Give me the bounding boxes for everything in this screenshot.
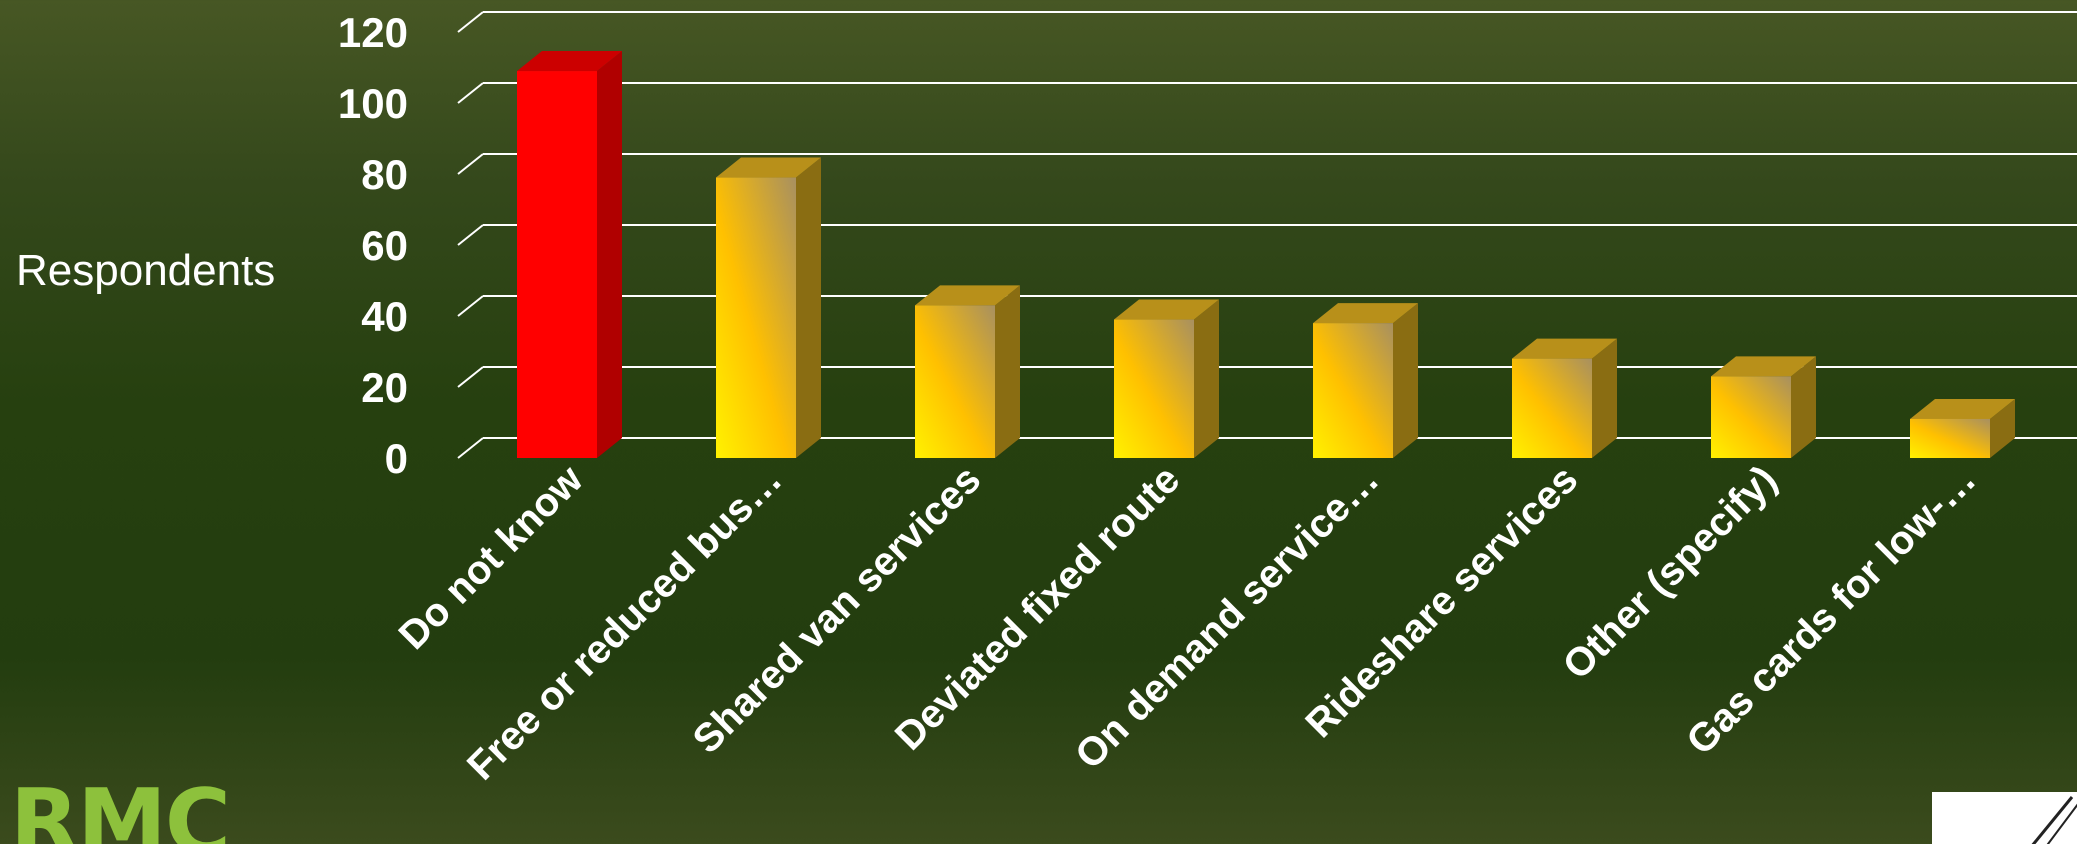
bar-top xyxy=(716,157,821,178)
bar-front xyxy=(1711,376,1791,458)
bar-side xyxy=(1393,303,1418,458)
bar-side xyxy=(995,285,1020,458)
bar-front xyxy=(517,71,597,459)
bar-front xyxy=(1512,358,1592,458)
x-category-label: Other (specify) xyxy=(1555,457,1786,688)
bar-front xyxy=(716,177,796,459)
y-tick-label: 120 xyxy=(338,9,408,56)
x-category-label: Free or reduced bus… xyxy=(459,457,790,788)
bar-top xyxy=(1512,338,1617,359)
gridline-diagonal xyxy=(457,11,484,33)
x-category-label: Do not know xyxy=(391,457,592,658)
bar xyxy=(1114,299,1219,458)
y-tick-label: 20 xyxy=(361,364,408,411)
corner-logo-icon xyxy=(2031,796,2077,844)
bar-side xyxy=(1990,398,2015,458)
bar-side xyxy=(1592,338,1617,458)
y-tick-label: 60 xyxy=(361,222,408,269)
y-tick-label: 100 xyxy=(338,80,408,127)
bars xyxy=(517,51,2015,459)
bar-front xyxy=(915,305,995,458)
bar-front xyxy=(1114,319,1194,458)
bar-front xyxy=(1313,323,1393,458)
bar-top xyxy=(1313,303,1418,324)
gridline-diagonal xyxy=(457,153,484,175)
gridline-diagonal xyxy=(457,82,484,104)
y-tick-label: 80 xyxy=(361,151,408,198)
rmc-logo: RMC xyxy=(10,778,231,844)
gridline-diagonal xyxy=(457,295,484,317)
bar-top xyxy=(517,51,622,72)
bar-side xyxy=(796,157,821,459)
gridlines xyxy=(457,11,2077,459)
bar-top xyxy=(1711,356,1816,377)
bar-front xyxy=(1910,418,1990,458)
bar xyxy=(1313,303,1418,458)
bar-side xyxy=(597,51,622,459)
bar-top xyxy=(1114,299,1219,320)
bar-side xyxy=(1791,356,1816,458)
y-axis-title: Respondents xyxy=(16,246,276,295)
rmc-logo-text: RMC xyxy=(10,770,231,844)
bar xyxy=(1711,356,1816,458)
bar xyxy=(915,285,1020,458)
bar xyxy=(517,51,622,459)
bar-top xyxy=(915,285,1020,306)
gridline-diagonal xyxy=(457,224,484,246)
bar xyxy=(1512,338,1617,458)
y-axis-ticks: 0 20 40 60 80 100 120 xyxy=(338,9,408,482)
corner-logo-card xyxy=(1932,792,2077,844)
gridline-diagonal xyxy=(457,366,484,388)
bar xyxy=(716,157,821,459)
bar xyxy=(1910,398,2015,458)
bar-side xyxy=(1194,299,1219,458)
bar-top xyxy=(1910,398,2015,419)
gridline-diagonal xyxy=(457,437,484,459)
y-tick-label: 40 xyxy=(361,293,408,340)
y-tick-label: 0 xyxy=(385,435,408,482)
